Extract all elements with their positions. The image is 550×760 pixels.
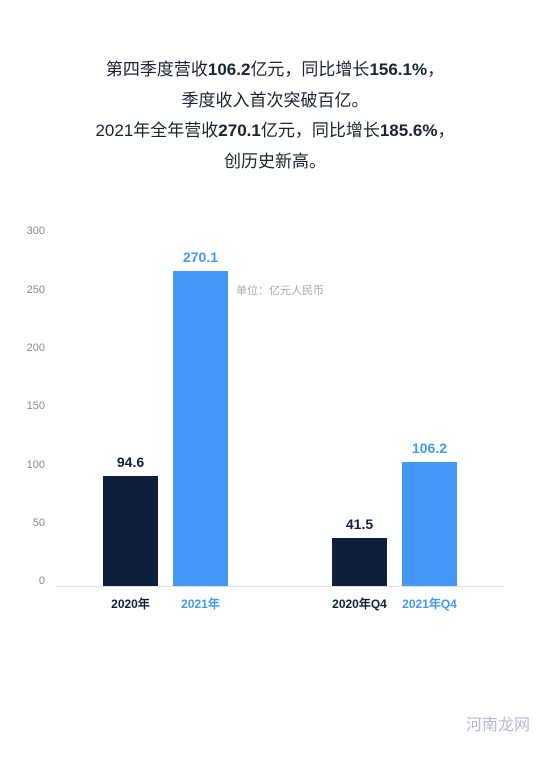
y-tick: 250 <box>27 284 45 296</box>
bar-wrapper: 41.5 <box>332 538 387 586</box>
y-tick: 200 <box>27 342 45 354</box>
text: ， <box>438 121 455 140</box>
bar: 41.5 <box>332 538 387 586</box>
desc-line-1: 第四季度营收106.2亿元，同比增长156.1%， <box>35 55 515 86</box>
highlight-pct: 156.1% <box>369 60 427 79</box>
bar-wrapper: 106.2 <box>402 462 457 586</box>
y-axis: 050100150200250300 <box>20 237 50 587</box>
bar-value-label: 41.5 <box>346 516 373 532</box>
highlight-pct: 185.6% <box>380 121 438 140</box>
desc-line-4: 创历史新高。 <box>35 147 515 178</box>
bars-container: 94.6 270.1 41.5 106.2 <box>55 237 505 586</box>
watermark: 河南龙网 <box>466 711 530 735</box>
bar-value-label: 106.2 <box>412 440 447 456</box>
x-label-group: 2020年 2021年 <box>103 595 228 612</box>
x-axis-label: 2021年Q4 <box>402 595 457 612</box>
bar-group: 41.5 106.2 <box>332 462 457 586</box>
y-tick: 100 <box>27 459 45 471</box>
bar-group: 94.6 270.1 <box>103 271 228 586</box>
bar-chart: 0 50 100 150 200 250 300 94.6 270.1 41.5 106.2 20… <box>0 217 550 647</box>
x-label-group: 2020年Q4 2021年Q4 <box>332 595 457 612</box>
y-tick: 150 <box>27 400 45 412</box>
bar-value-label: 94.6 <box>117 454 144 470</box>
desc-line-2: 季度收入首次突破百亿。 <box>35 86 515 117</box>
x-axis-label: 2020年Q4 <box>332 595 387 612</box>
text: 第四季度营收 <box>106 60 208 79</box>
bar-wrapper: 270.1 <box>173 271 228 586</box>
page-container: 第四季度营收106.2亿元，同比增长156.1%， 季度收入首次突破百亿。 20… <box>0 0 550 760</box>
text: 亿元，同比增长 <box>250 60 369 79</box>
text: ， <box>427 60 444 79</box>
y-tick: 0 <box>39 575 45 587</box>
highlight-value: 106.2 <box>208 60 251 79</box>
desc-line-3: 2021年全年营收270.1亿元，同比增长185.6%， <box>35 116 515 147</box>
x-axis-label: 2020年 <box>103 595 158 612</box>
text: 2021年全年营收 <box>95 121 218 140</box>
y-tick: 300 <box>27 225 45 237</box>
bar-value-label: 270.1 <box>183 249 218 265</box>
bar-wrapper: 94.6 <box>103 476 158 586</box>
plot-area: 94.6 270.1 41.5 106.2 <box>55 237 505 587</box>
bar: 106.2 <box>402 462 457 586</box>
bar: 270.1 <box>173 271 228 586</box>
y-tick: 50 <box>33 517 45 529</box>
x-axis-label: 2021年 <box>173 595 228 612</box>
x-axis-labels: 2020年 2021年 2020年Q4 2021年Q4 <box>55 595 505 612</box>
text: 亿元，同比增长 <box>261 121 380 140</box>
highlight-value: 270.1 <box>218 121 261 140</box>
bar: 94.6 <box>103 476 158 586</box>
chart-description: 第四季度营收106.2亿元，同比增长156.1%， 季度收入首次突破百亿。 20… <box>0 0 550 217</box>
